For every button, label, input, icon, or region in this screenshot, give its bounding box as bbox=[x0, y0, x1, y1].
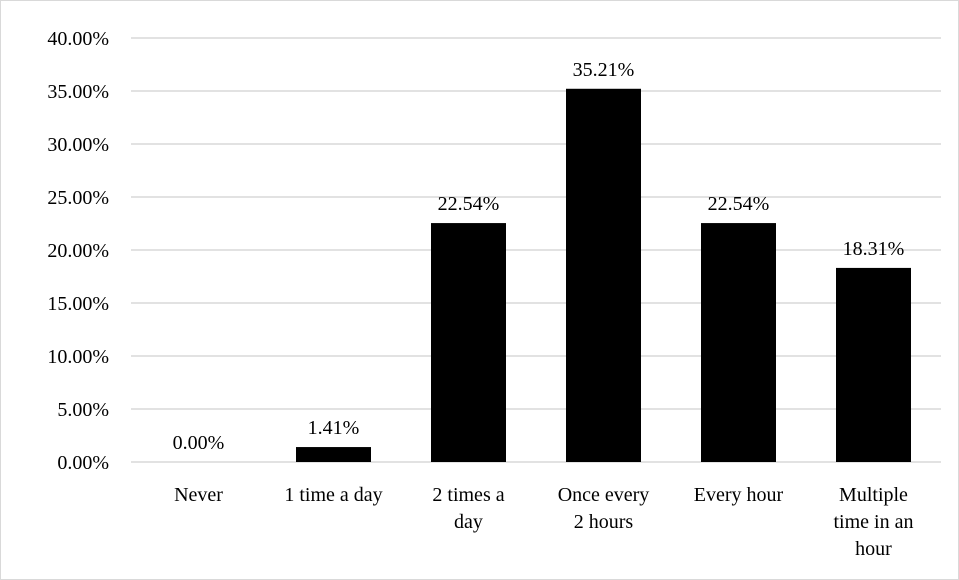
y-tick-label: 0.00% bbox=[57, 452, 109, 474]
category-label: 2 times a day bbox=[432, 484, 504, 533]
category-label: Never bbox=[174, 484, 223, 506]
data-label: 35.21% bbox=[573, 59, 635, 81]
y-tick-label: 40.00% bbox=[47, 28, 109, 50]
category-label-line: Multiple bbox=[839, 484, 908, 506]
data-label: 1.41% bbox=[308, 417, 360, 439]
category-label-line: 2 times a bbox=[432, 484, 504, 506]
category-label-line: Once every bbox=[558, 484, 650, 506]
category-label-line: 2 hours bbox=[574, 511, 634, 533]
category-label-line: time in an bbox=[834, 511, 914, 533]
bars bbox=[296, 88, 911, 463]
bar bbox=[836, 267, 911, 462]
y-tick-label: 5.00% bbox=[57, 399, 109, 421]
category-label-line: Every hour bbox=[694, 484, 784, 506]
y-tick-label: 10.00% bbox=[47, 346, 109, 368]
category-label: Multiple time in an hour bbox=[834, 484, 914, 560]
data-label: 22.54% bbox=[438, 193, 500, 215]
x-axis-categories: Never 1 time a day 2 times a day Once every 2… bbox=[174, 484, 913, 560]
y-tick-label: 15.00% bbox=[47, 293, 109, 315]
y-tick-label: 25.00% bbox=[47, 187, 109, 209]
data-label: 0.00% bbox=[173, 432, 225, 454]
bar bbox=[296, 447, 371, 462]
data-label: 18.31% bbox=[843, 238, 905, 260]
data-label: 22.54% bbox=[708, 193, 770, 215]
category-label: Once every 2 hours bbox=[558, 484, 650, 533]
data-labels: 0.00% 1.41% 22.54% 35.21% 22.54% 18.31% bbox=[173, 59, 905, 454]
gridlines bbox=[131, 37, 941, 463]
bar bbox=[701, 223, 776, 462]
y-axis-ticks: 0.00% 5.00% 10.00% 15.00% 20.00% 25.00% 30.00%… bbox=[47, 28, 109, 474]
category-label-line: 1 time a day bbox=[284, 484, 382, 506]
category-label-line: day bbox=[454, 511, 483, 533]
category-label-line: Never bbox=[174, 484, 223, 506]
category-label: 1 time a day bbox=[284, 484, 382, 506]
category-label-line: hour bbox=[855, 538, 892, 560]
y-tick-label: 35.00% bbox=[47, 81, 109, 103]
bar bbox=[566, 88, 641, 463]
bar bbox=[431, 223, 506, 462]
category-label: Every hour bbox=[694, 484, 784, 506]
y-tick-label: 30.00% bbox=[47, 134, 109, 156]
y-tick-label: 20.00% bbox=[47, 240, 109, 262]
